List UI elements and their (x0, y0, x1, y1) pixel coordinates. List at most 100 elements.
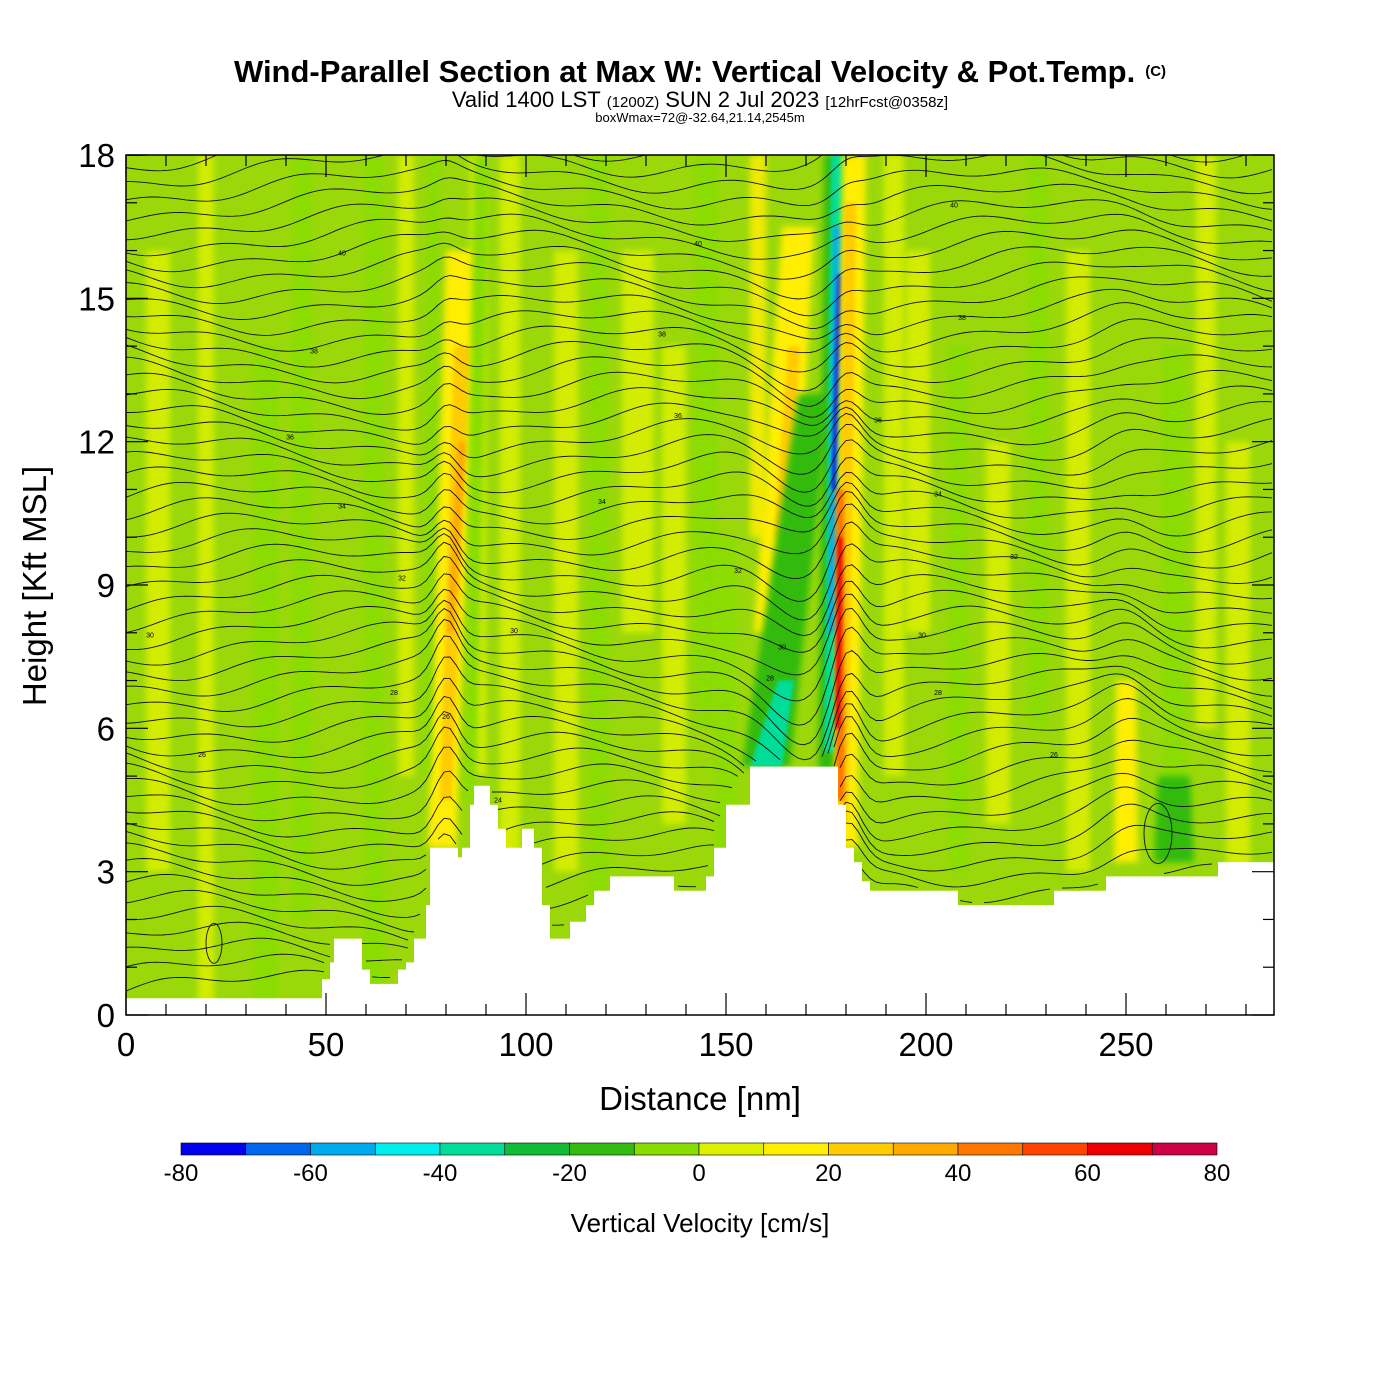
y-tick-label: 9 (97, 567, 115, 604)
theta-contour (126, 229, 1273, 280)
theta-contour (126, 275, 1273, 329)
theta-contour (126, 608, 1273, 726)
colorbar-swatch (698, 1142, 765, 1156)
theta-contour (126, 921, 409, 949)
x-tick-label: 0 (117, 1026, 135, 1063)
axis-ticks (125, 154, 1274, 1016)
contour-label-text: 28 (934, 690, 942, 697)
theta-contour (1176, 146, 1194, 147)
updraft-core (774, 346, 800, 538)
colorbar-tick-label: -60 (293, 1160, 328, 1187)
theta-contours (126, 146, 1273, 992)
colorbar-title: Vertical Velocity [cm/s] (571, 1208, 830, 1238)
contour-label-text: 34 (934, 492, 942, 499)
theta-contour (126, 746, 1273, 806)
theta-contour (126, 401, 1273, 446)
contour-label-text: 32 (734, 568, 742, 575)
terrain (126, 766, 1274, 1015)
theta-contour (126, 969, 325, 992)
colorbar-tick-label: 60 (1074, 1160, 1101, 1187)
field-streak (1196, 155, 1216, 729)
contour-label: 28 (390, 690, 398, 697)
contour-label-text: 32 (1010, 554, 1018, 561)
theta-contour (126, 599, 1273, 702)
theta-contour (126, 541, 1273, 621)
field-streak (1226, 441, 1250, 872)
valid-prefix: Valid 1400 LST (452, 87, 601, 112)
contour-label-text: 36 (286, 434, 294, 441)
colorbar-swatch (957, 1142, 1024, 1156)
contour-label: 30 (918, 633, 926, 640)
field-streak (146, 250, 170, 872)
colorbar-swatch (1087, 1142, 1153, 1156)
y-axis-tick-labels: 0 3 6 9 12 15 18 (78, 137, 115, 1034)
theta-contour (126, 573, 1273, 653)
contour-label-text: 30 (510, 628, 518, 635)
contour-label: 26 (198, 752, 206, 759)
contour-label: 30 (778, 645, 786, 652)
theta-contour (126, 786, 1273, 842)
contour-label-text: 24 (494, 798, 502, 805)
colorbar-tick-label: 80 (1204, 1160, 1231, 1187)
colorbar-swatch (828, 1142, 894, 1156)
contour-label: 36 (674, 413, 682, 420)
sink-band (742, 393, 830, 767)
contour-label-text: 36 (874, 418, 882, 425)
theta-contour (126, 503, 1273, 580)
theta-contour (126, 481, 1273, 540)
colorbar-tick-label: 0 (692, 1160, 705, 1187)
theta-contour (126, 889, 565, 933)
colorbar-swatch (310, 1142, 376, 1156)
colorbar-tick-label: -20 (552, 1160, 587, 1187)
x-tick-label: 150 (698, 1026, 753, 1063)
field-streak (198, 155, 214, 1015)
theta-contour (126, 197, 1273, 242)
theta-contour (126, 726, 1273, 789)
updraft-peak (447, 441, 466, 633)
updraft-band (1114, 680, 1138, 863)
sink-band (464, 155, 490, 800)
theta-contour (126, 155, 1273, 195)
theta-contour (126, 873, 696, 918)
y-tick-label: 3 (97, 854, 115, 891)
contour-label: 36 (286, 434, 294, 441)
colorbar-swatch (1022, 1142, 1088, 1156)
chart-title: Wind-Parallel Section at Max W: Vertical… (234, 54, 1166, 89)
colorbar (180, 1142, 1218, 1156)
contour-label-text: 28 (390, 690, 398, 697)
theta-contour (126, 412, 1273, 461)
colorbar-tick-label: 20 (815, 1160, 842, 1187)
theta-contour (126, 213, 1273, 260)
theta-contour (126, 839, 1273, 888)
terrain-mask (126, 766, 1274, 1015)
contour-label-text: 40 (338, 250, 346, 257)
forecast-info: [12hrFcst@0358z] (825, 94, 948, 111)
contour-label: 30 (146, 633, 154, 640)
theta-contour (126, 770, 1273, 824)
theta-contour (126, 439, 1273, 494)
field-streak (948, 346, 968, 872)
field-streak (906, 250, 930, 633)
theta-contour (126, 369, 1273, 418)
field-streak (500, 155, 520, 920)
contour-label-text: 28 (766, 676, 774, 683)
colorbar-swatch (569, 1142, 635, 1156)
contour-label: 38 (658, 332, 666, 339)
theta-contour (126, 695, 1272, 766)
theta-contour (126, 710, 1273, 774)
colorbar-swatch (633, 1142, 700, 1156)
contour-label: 32 (398, 575, 406, 582)
x-tick-label: 250 (1098, 1026, 1153, 1063)
contour-label-text: 40 (694, 241, 702, 248)
contour-labels: 40 40 40 38 38 38 36 36 36 34 34 34 32 32 32 30 30 30 30 28… (146, 203, 1058, 805)
y-tick-label: 6 (97, 710, 115, 747)
chart-subtitle: Valid 1400 LST (1200Z) SUN 2 Jul 2023 [12hr… (452, 87, 948, 112)
velocity-field (146, 155, 1250, 1015)
contour-label: 38 (958, 315, 966, 322)
y-axis-label: Height [Kft MSL] (16, 466, 53, 706)
y-tick-label: 12 (78, 424, 115, 461)
field-streak (588, 155, 608, 1015)
theta-contour (126, 242, 1273, 300)
theta-contour (126, 555, 1273, 637)
